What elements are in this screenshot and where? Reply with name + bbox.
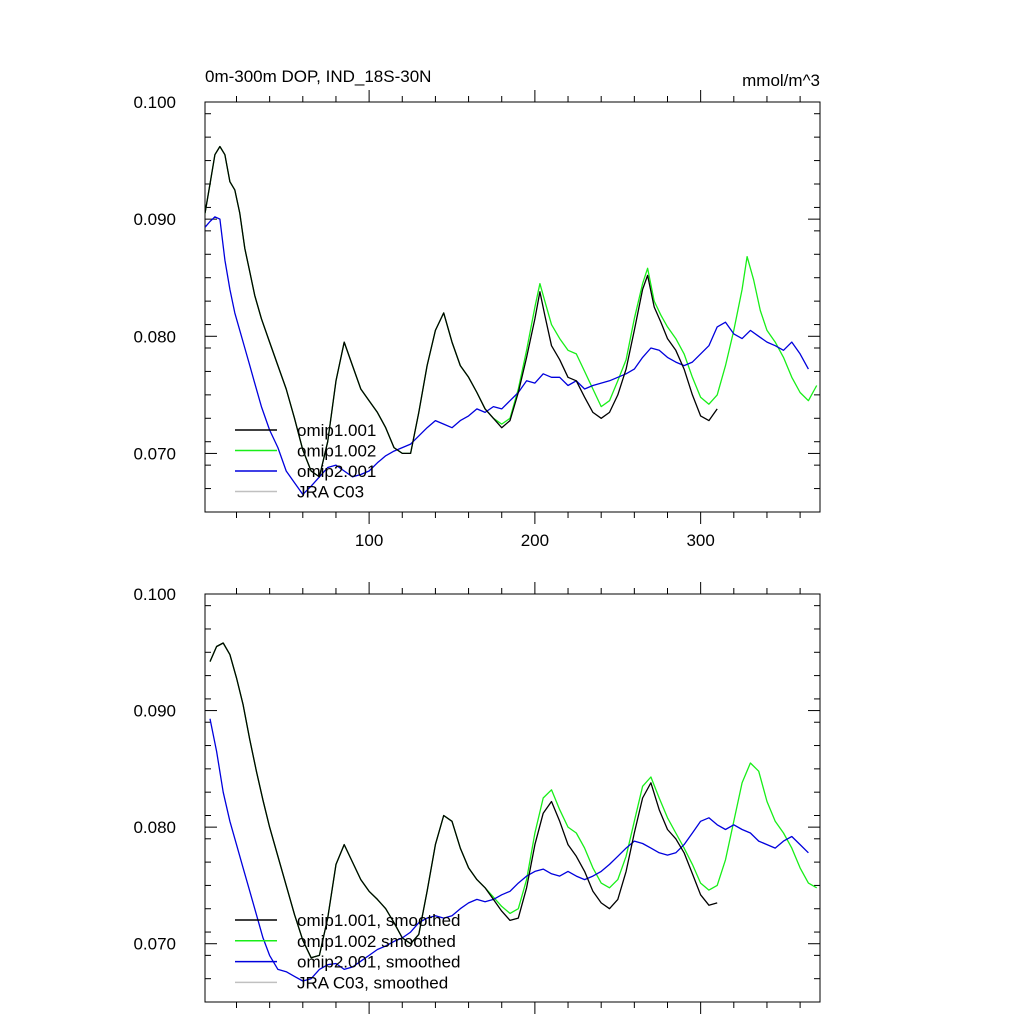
top-panel-frame xyxy=(204,101,821,513)
legend-label: omip1.002 xyxy=(297,442,376,461)
y-tick-label: 0.080 xyxy=(133,818,176,837)
y-tick-label: 0.080 xyxy=(133,327,176,346)
y-tick-label: 0.090 xyxy=(133,210,176,229)
y-tick-label: 0.070 xyxy=(133,444,176,463)
chart-title: 0m-300m DOP, IND_18S-30N xyxy=(205,67,431,86)
bottom-panel: 0.070 0.080 0.090 0.100 omip1.001, smoothed… xyxy=(133,582,821,1014)
y-tick-label: 0.070 xyxy=(133,935,176,954)
units-label: mmol/m^3 xyxy=(742,71,820,90)
bottom-panel-frame xyxy=(204,593,821,1003)
x-tick-label: 300 xyxy=(686,531,714,550)
legend-label: omip1.001 xyxy=(297,421,376,440)
y-tick-label: 0.100 xyxy=(133,93,176,112)
legend-label: omip2.001 xyxy=(297,462,376,481)
series-line-omip1-001 xyxy=(205,145,718,478)
series-line-omip2-001 xyxy=(205,216,809,496)
series-line-omip2-001-smoothed xyxy=(209,718,809,982)
legend-label: JRA C03 xyxy=(297,483,364,502)
x-tick-label: 200 xyxy=(521,531,549,550)
top-panel-series xyxy=(205,145,818,496)
legend-label: omip1.002 smoothed xyxy=(297,932,456,951)
x-tick-label: 100 xyxy=(355,531,383,550)
bottom-panel-legend: omip1.001, smoothed omip1.002 smoothed omi… xyxy=(235,911,461,992)
series-line-omip1-001-smoothed xyxy=(209,642,718,959)
legend-label: omip2.001, smoothed xyxy=(297,953,461,972)
legend-label: JRA C03, smoothed xyxy=(297,973,448,992)
top-panel-ticks: 100 200 300 0.070 0.080 0.090 0.100 xyxy=(133,90,820,550)
y-tick-label: 0.090 xyxy=(133,702,176,721)
bottom-panel-series xyxy=(209,642,818,982)
bottom-panel-ticks: 0.070 0.080 0.090 0.100 xyxy=(133,582,820,1014)
legend-label: omip1.001, smoothed xyxy=(297,911,461,930)
y-tick-label: 0.100 xyxy=(133,585,176,604)
